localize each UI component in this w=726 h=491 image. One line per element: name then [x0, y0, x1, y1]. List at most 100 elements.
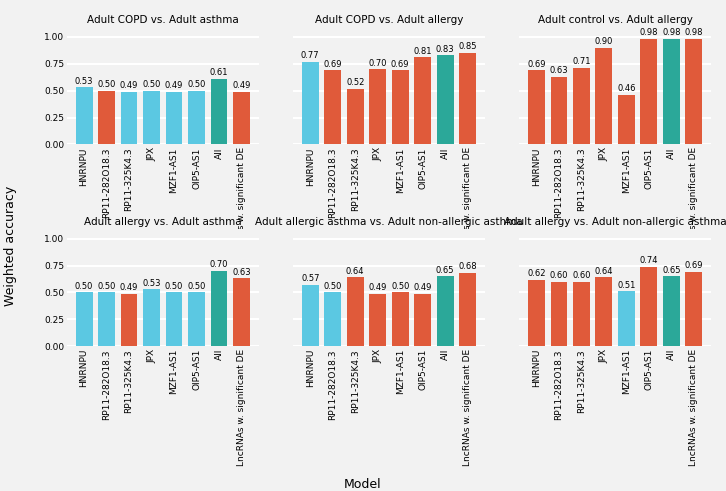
Text: 0.49: 0.49 [120, 283, 138, 292]
Text: 0.74: 0.74 [640, 256, 658, 265]
Bar [76, 87, 92, 144]
Text: 0.69: 0.69 [685, 261, 703, 271]
Text: 0.70: 0.70 [210, 260, 228, 270]
Text: 0.70: 0.70 [369, 58, 387, 68]
Bar [166, 92, 182, 144]
Bar [685, 272, 702, 346]
Title: Adult control vs. Adult allergy: Adult control vs. Adult allergy [538, 15, 693, 25]
Title: Adult allergy vs. Adult asthma: Adult allergy vs. Adult asthma [84, 217, 242, 227]
Text: 0.49: 0.49 [120, 81, 138, 90]
Bar [121, 92, 137, 144]
Bar [121, 294, 137, 346]
Bar [143, 91, 160, 144]
Title: Adult COPD vs. Adult asthma: Adult COPD vs. Adult asthma [87, 15, 239, 25]
Bar [550, 282, 568, 346]
Text: Model: Model [344, 478, 382, 491]
Bar [663, 276, 680, 346]
Text: 0.90: 0.90 [595, 37, 613, 46]
Bar [415, 294, 431, 346]
Bar [573, 282, 590, 346]
Text: 0.63: 0.63 [232, 268, 250, 277]
Bar [143, 289, 160, 346]
Text: 0.50: 0.50 [97, 282, 115, 291]
Bar [347, 88, 364, 144]
Bar [211, 271, 227, 346]
Bar [618, 95, 635, 144]
Text: 0.51: 0.51 [617, 281, 635, 290]
Bar [347, 277, 364, 346]
Bar [640, 39, 657, 144]
Bar [98, 91, 115, 144]
Text: 0.53: 0.53 [75, 77, 94, 86]
Bar [460, 273, 476, 346]
Text: 0.50: 0.50 [97, 80, 115, 89]
Text: 0.50: 0.50 [187, 80, 205, 89]
Bar [415, 57, 431, 144]
Text: 0.50: 0.50 [142, 80, 160, 89]
Bar [370, 69, 386, 144]
Text: Weighted accuracy: Weighted accuracy [4, 186, 17, 305]
Text: 0.60: 0.60 [550, 271, 568, 280]
Text: 0.69: 0.69 [324, 59, 342, 69]
Text: 0.49: 0.49 [369, 283, 387, 292]
Bar [437, 55, 454, 144]
Text: 0.64: 0.64 [595, 267, 613, 276]
Bar [685, 39, 702, 144]
Text: 0.71: 0.71 [572, 57, 591, 66]
Title: Adult allergic asthma vs. Adult non-allergic asthma: Adult allergic asthma vs. Adult non-alle… [255, 217, 523, 227]
Bar [618, 291, 635, 346]
Bar [437, 276, 454, 346]
Bar [325, 70, 341, 144]
Text: 0.63: 0.63 [550, 66, 568, 75]
Title: Adult allergy vs. Adult non-allergic asthma: Adult allergy vs. Adult non-allergic ast… [504, 217, 726, 227]
Text: 0.65: 0.65 [662, 266, 680, 274]
Bar [640, 267, 657, 346]
Text: 0.85: 0.85 [458, 42, 477, 52]
Text: 0.50: 0.50 [165, 282, 183, 291]
Text: 0.49: 0.49 [414, 283, 432, 292]
Bar [325, 293, 341, 346]
Bar [550, 77, 568, 144]
Text: 0.50: 0.50 [391, 282, 409, 291]
Text: 0.46: 0.46 [617, 84, 636, 93]
Bar [76, 293, 92, 346]
Text: 0.98: 0.98 [640, 28, 658, 37]
Text: 0.81: 0.81 [413, 47, 432, 55]
Bar [370, 294, 386, 346]
Bar [188, 91, 205, 144]
Text: 0.61: 0.61 [210, 68, 228, 77]
Bar [460, 53, 476, 144]
Text: 0.60: 0.60 [572, 271, 591, 280]
Bar [595, 48, 612, 144]
Text: 0.83: 0.83 [436, 45, 454, 54]
Text: 0.98: 0.98 [662, 28, 680, 37]
Bar [211, 79, 227, 144]
Text: 0.57: 0.57 [301, 274, 319, 283]
Bar [663, 39, 680, 144]
Text: 0.77: 0.77 [301, 51, 319, 60]
Bar [528, 70, 545, 144]
Title: Adult COPD vs. Adult allergy: Adult COPD vs. Adult allergy [315, 15, 463, 25]
Bar [528, 279, 545, 346]
Text: 0.64: 0.64 [346, 267, 364, 276]
Bar [233, 92, 250, 144]
Bar [392, 70, 409, 144]
Text: 0.65: 0.65 [436, 266, 454, 274]
Text: 0.69: 0.69 [527, 59, 546, 69]
Text: 0.50: 0.50 [75, 282, 93, 291]
Text: 0.49: 0.49 [165, 81, 183, 90]
Text: 0.52: 0.52 [346, 78, 364, 87]
Bar [302, 285, 319, 346]
Bar [166, 293, 182, 346]
Text: 0.50: 0.50 [324, 282, 342, 291]
Bar [98, 293, 115, 346]
Bar [392, 293, 409, 346]
Text: 0.98: 0.98 [685, 28, 703, 37]
Text: 0.49: 0.49 [232, 81, 250, 90]
Bar [188, 293, 205, 346]
Bar [302, 61, 319, 144]
Text: 0.68: 0.68 [458, 263, 477, 272]
Bar [595, 277, 612, 346]
Text: 0.69: 0.69 [391, 59, 409, 69]
Bar [233, 278, 250, 346]
